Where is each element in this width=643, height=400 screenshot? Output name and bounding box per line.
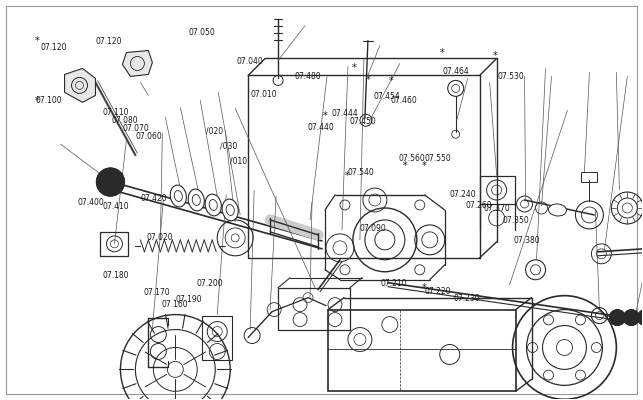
- Text: 07.550: 07.550: [424, 154, 451, 163]
- Text: 07.260: 07.260: [466, 201, 493, 210]
- Text: 07.450: 07.450: [349, 117, 376, 126]
- Polygon shape: [122, 50, 152, 76]
- Text: *: *: [388, 76, 393, 86]
- Text: 07.230: 07.230: [454, 294, 480, 303]
- Text: 07.540: 07.540: [347, 168, 374, 177]
- Text: 07.410: 07.410: [102, 202, 129, 210]
- Bar: [480, 176, 514, 204]
- Text: 07.480: 07.480: [294, 72, 321, 82]
- Ellipse shape: [188, 189, 204, 211]
- Circle shape: [623, 310, 639, 326]
- Text: 07.100: 07.100: [36, 96, 62, 105]
- Ellipse shape: [548, 204, 566, 216]
- Text: *: *: [345, 171, 350, 181]
- Ellipse shape: [226, 204, 234, 216]
- Text: *: *: [440, 48, 444, 58]
- Ellipse shape: [222, 199, 239, 221]
- Text: 07.420: 07.420: [141, 194, 167, 204]
- Ellipse shape: [170, 185, 186, 207]
- Text: 07.160: 07.160: [161, 300, 188, 309]
- Text: 07.180: 07.180: [102, 271, 129, 280]
- Text: 07.200: 07.200: [196, 279, 223, 288]
- Text: /030: /030: [220, 141, 237, 150]
- Text: 07.110: 07.110: [102, 108, 129, 117]
- Ellipse shape: [174, 190, 183, 202]
- Text: 07.090: 07.090: [360, 224, 386, 233]
- Ellipse shape: [192, 194, 201, 206]
- Text: 07.010: 07.010: [251, 90, 278, 99]
- Text: 07.220: 07.220: [424, 287, 451, 296]
- Text: 07.440: 07.440: [307, 124, 334, 132]
- Text: /020: /020: [206, 126, 223, 135]
- Text: 07.060: 07.060: [136, 132, 162, 141]
- Text: *: *: [422, 161, 426, 171]
- Ellipse shape: [205, 194, 221, 216]
- Polygon shape: [64, 68, 96, 102]
- Text: 07.040: 07.040: [237, 57, 264, 66]
- Text: 07.120: 07.120: [96, 36, 122, 46]
- Text: 07.400: 07.400: [78, 198, 104, 207]
- Text: 07.050: 07.050: [188, 28, 215, 37]
- Text: 07.454: 07.454: [374, 92, 400, 100]
- Bar: [203, 316, 232, 360]
- Bar: [100, 232, 129, 256]
- Text: *: *: [422, 284, 426, 294]
- Text: *: *: [493, 52, 497, 62]
- Text: 07.210: 07.210: [381, 279, 407, 288]
- Text: 07.464: 07.464: [442, 67, 469, 76]
- Text: *: *: [352, 63, 357, 73]
- Text: *: *: [35, 36, 40, 46]
- Bar: [581, 172, 597, 182]
- Text: *: *: [365, 76, 370, 86]
- Text: 07.080: 07.080: [112, 116, 138, 125]
- Text: 07.170: 07.170: [143, 288, 170, 298]
- Circle shape: [610, 310, 626, 326]
- Text: 07.020: 07.020: [147, 234, 174, 242]
- Text: 07.460: 07.460: [391, 96, 417, 105]
- Ellipse shape: [209, 200, 217, 210]
- Text: 07.530: 07.530: [498, 72, 525, 81]
- Text: 07.350: 07.350: [502, 216, 529, 225]
- Text: 07.380: 07.380: [514, 236, 541, 245]
- Circle shape: [637, 310, 643, 326]
- Text: 07.444: 07.444: [332, 109, 359, 118]
- Bar: [278, 288, 350, 330]
- Text: 07.560: 07.560: [399, 154, 425, 163]
- Bar: [328, 310, 516, 391]
- Bar: [480, 176, 514, 204]
- Text: *: *: [323, 111, 328, 121]
- Text: 07.240: 07.240: [450, 190, 476, 199]
- Text: 07.070: 07.070: [123, 124, 149, 133]
- Text: *: *: [35, 96, 40, 106]
- Circle shape: [96, 168, 125, 196]
- Text: *: *: [403, 161, 407, 171]
- Text: 07.120: 07.120: [41, 42, 67, 52]
- Text: 07.190: 07.190: [175, 295, 202, 304]
- Text: /010: /010: [230, 157, 248, 166]
- Text: 07.370: 07.370: [483, 204, 510, 213]
